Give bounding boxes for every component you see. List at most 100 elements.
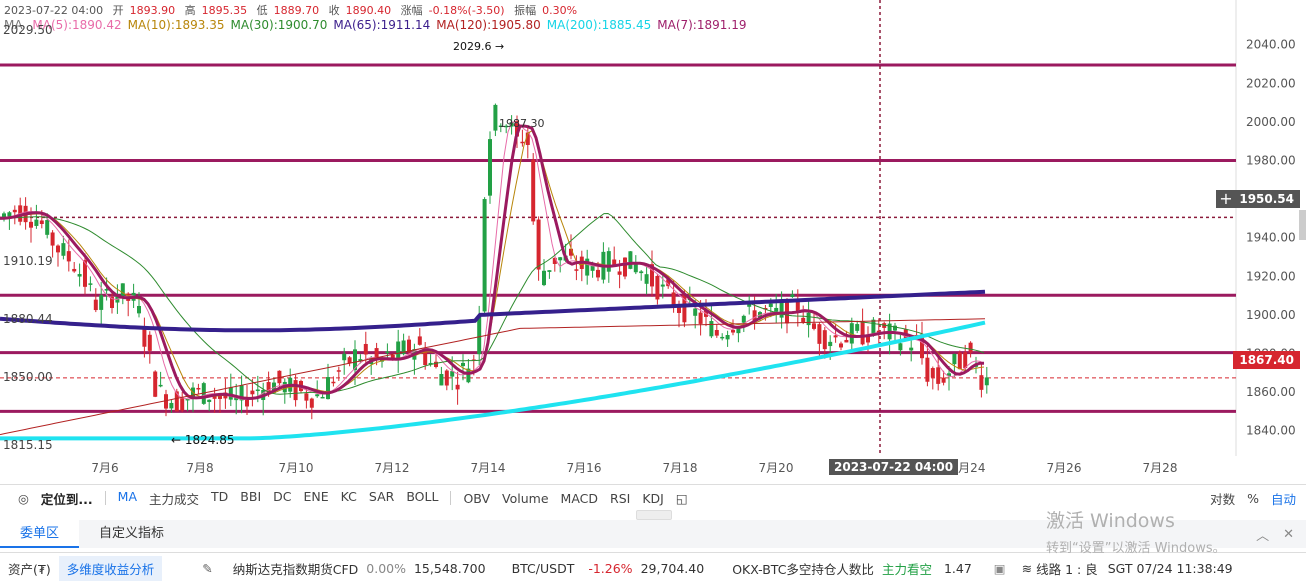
percent-scale-button[interactable]: %	[1247, 490, 1259, 506]
edit-indicator-icon[interactable]: ◱	[675, 490, 688, 506]
indicator-volume[interactable]: Volume	[502, 490, 549, 506]
candle-body	[342, 353, 347, 361]
assets-label[interactable]: 资产(₮)	[8, 561, 51, 577]
indicator-kdj[interactable]: KDJ	[642, 490, 664, 506]
okx-ratio-name[interactable]: OKX-BTC多空持仓人数比	[732, 561, 874, 577]
price-chart[interactable]: 2040.002020.002000.001980.001960.001940.…	[0, 0, 1306, 482]
candle-body	[930, 368, 935, 378]
candle-body	[482, 199, 487, 312]
candle-body	[88, 283, 93, 285]
high-annotation: 2029.6 →	[453, 40, 505, 53]
indicator-ma[interactable]: MA	[117, 488, 138, 504]
indicator-td[interactable]: TD	[211, 488, 229, 504]
y-tick-label: 1900.00	[1246, 308, 1296, 322]
tab-order-area[interactable]: 委单区	[0, 520, 80, 548]
candle-body	[185, 398, 190, 401]
chart-area[interactable]: 2040.002020.002000.001980.001960.001940.…	[0, 0, 1306, 482]
candle-body	[120, 283, 125, 299]
indicator-kc[interactable]: KC	[340, 488, 357, 504]
indicator-obv[interactable]: OBV	[463, 490, 491, 506]
ma65-line	[0, 289, 986, 333]
candle-body	[477, 316, 482, 355]
candle-body	[693, 308, 698, 316]
nasdaq-name[interactable]: 纳斯达克指数期货CFD	[232, 561, 359, 577]
candle-body	[752, 310, 757, 322]
level-label-1910: 1910.19	[3, 254, 53, 268]
log-scale-button[interactable]: 对数	[1210, 491, 1236, 507]
locate-button[interactable]: 定位到...	[40, 491, 93, 507]
indicator-sar[interactable]: SAR	[368, 488, 395, 504]
indicator-macd[interactable]: MACD	[560, 490, 599, 506]
high-value: 1895.35	[201, 4, 248, 17]
candle-body	[12, 209, 17, 213]
candle-body	[801, 317, 806, 322]
candle-body	[536, 219, 541, 270]
ma-legend-item[interactable]: MA(10):1893.35	[127, 18, 225, 32]
candle-body	[822, 330, 827, 350]
indicator-dc[interactable]: DC	[273, 488, 292, 504]
panel-resize-handle[interactable]	[636, 510, 672, 520]
analysis-button[interactable]: 多维度收益分析	[58, 555, 163, 581]
ma-legend-item[interactable]: MA(200):1885.45	[546, 18, 652, 32]
candle-body	[434, 361, 438, 368]
btc-name[interactable]: BTC/USDT	[511, 560, 575, 576]
candle-body	[7, 212, 12, 217]
candle-body	[833, 335, 838, 338]
ma-legend-item[interactable]: MA(120):1905.80	[436, 18, 541, 32]
indicator-bbi[interactable]: BBI	[240, 488, 262, 504]
candle-body	[315, 394, 320, 397]
candle-body	[380, 358, 384, 362]
candle-body	[909, 347, 914, 351]
candle-body	[542, 270, 546, 286]
candle-body	[812, 323, 816, 329]
y-tick-label: 1980.00	[1246, 154, 1296, 168]
ma-legend-item[interactable]: MA(65):1911.14	[333, 18, 431, 32]
target-icon[interactable]: ◎	[18, 490, 29, 506]
level-label-1815: 1815.15	[3, 438, 53, 452]
scroll-handle[interactable]	[1299, 210, 1306, 240]
candle-body	[164, 394, 168, 409]
candle-body	[504, 125, 509, 128]
indicator-ene[interactable]: ENE	[303, 488, 329, 504]
status-bar: 资产(₮) 多维度收益分析 ✎ 纳斯达克指数期货CFD 0.00% 15,548…	[0, 552, 1306, 583]
amp-label: 振幅	[514, 4, 537, 17]
candle-body	[396, 341, 401, 359]
bell-icon[interactable]: ▣	[993, 560, 1006, 576]
chevron-up-icon[interactable]: ︿	[1256, 528, 1270, 544]
candle-body	[72, 268, 77, 272]
candle-body	[207, 399, 212, 402]
y-tick-label: 2000.00	[1246, 115, 1296, 129]
ma-legend-item[interactable]: MA(30):1900.70	[230, 18, 328, 32]
amp-value: 0.30%	[542, 4, 578, 17]
candle-body	[520, 141, 525, 144]
candle-body	[963, 352, 968, 369]
indicator-rsi[interactable]: RSI	[610, 490, 631, 506]
ma-legend-item[interactable]: MA(5):1890.42	[32, 18, 122, 32]
candle-body	[250, 390, 255, 395]
bar-datetime: 2023-07-22 04:00	[4, 4, 104, 17]
candle-body	[606, 251, 611, 272]
ma-legend-item[interactable]: MA(7):1891.19	[657, 18, 747, 32]
candle-body	[920, 334, 924, 359]
x-tick-label: 7月16	[567, 461, 602, 475]
change-value: -0.18%(-3.50)	[428, 4, 505, 17]
close-icon[interactable]: ✕	[1283, 526, 1294, 542]
tab-custom-indicators[interactable]: 自定义指标	[99, 526, 165, 541]
candle-body	[979, 375, 984, 390]
candle-body	[374, 348, 379, 361]
candle-body	[666, 279, 671, 287]
candle-body	[407, 339, 411, 352]
indicator-主力成交[interactable]: 主力成交	[149, 491, 200, 507]
pencil-icon[interactable]: ✎	[202, 560, 213, 576]
indicator-boll[interactable]: BOLL	[406, 488, 439, 504]
nasdaq-value: 15,548.700	[413, 560, 486, 576]
candle-body	[450, 371, 455, 377]
auto-scale-button[interactable]: 自动	[1270, 491, 1296, 507]
add-alert-icon[interactable]: +	[1216, 190, 1236, 208]
candle-body	[617, 271, 622, 275]
candle-body	[363, 343, 368, 355]
y-tick-label: 1840.00	[1246, 424, 1296, 438]
last-price-tag: 1867.40	[1233, 351, 1300, 369]
network-line[interactable]: 线路 1 : 良	[1036, 561, 1098, 577]
close-value: 1890.40	[345, 4, 392, 17]
